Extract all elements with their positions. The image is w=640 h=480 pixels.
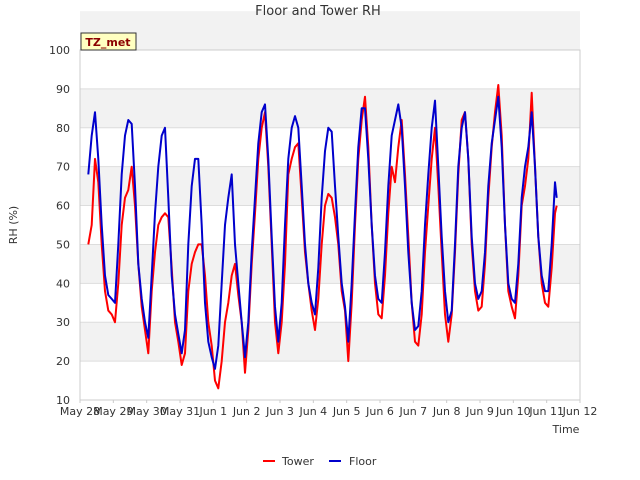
y-tick-label: 80 xyxy=(56,122,70,135)
chart-svg: 102030405060708090100 May 28May 29May 30… xyxy=(0,0,640,480)
site-badge-label: TZ_met xyxy=(85,36,130,49)
y-tick-label: 50 xyxy=(56,238,70,251)
x-tick-label: Jun 5 xyxy=(332,405,361,418)
x-tick-label: Jun 8 xyxy=(432,405,461,418)
x-axis-label: Time xyxy=(552,423,580,436)
x-tick-label: Jun 4 xyxy=(298,405,327,418)
x-tick-label: Jun 1 xyxy=(198,405,227,418)
legend-label-floor: Floor xyxy=(349,455,377,468)
x-tick-label: May 31 xyxy=(160,405,200,418)
x-tick-label: Jun 12 xyxy=(562,405,598,418)
plot-band xyxy=(80,322,580,361)
x-tick-label: Jun 9 xyxy=(465,405,494,418)
plot-bands xyxy=(80,11,580,361)
y-axis-label: RH (%) xyxy=(7,206,20,244)
y-tick-label: 100 xyxy=(49,44,70,57)
x-tick-label: Jun 11 xyxy=(528,405,564,418)
legend-label-tower: Tower xyxy=(281,455,314,468)
x-tick-label: Jun 3 xyxy=(265,405,294,418)
x-tick-label: Jun 6 xyxy=(365,405,394,418)
chart-title: Floor and Tower RH xyxy=(255,4,381,19)
y-tick-label: 60 xyxy=(56,200,70,213)
y-tick-label: 20 xyxy=(56,355,70,368)
y-tick-label: 30 xyxy=(56,316,70,329)
y-tick-label: 90 xyxy=(56,83,70,96)
x-tick-label: Jun 10 xyxy=(495,405,531,418)
x-tick-label: Jun 2 xyxy=(232,405,261,418)
chart-figure: 10 20 30 40 50 60 70 80 90 100 May 28 May 29 May 30… xyxy=(0,0,640,480)
y-tick-label: 40 xyxy=(56,277,70,290)
plot-band xyxy=(80,89,580,128)
legend: Tower Floor xyxy=(263,455,377,468)
x-tick-label: Jun 7 xyxy=(398,405,427,418)
y-tick-label: 70 xyxy=(56,161,70,174)
site-badge: TZ_met xyxy=(81,33,136,50)
